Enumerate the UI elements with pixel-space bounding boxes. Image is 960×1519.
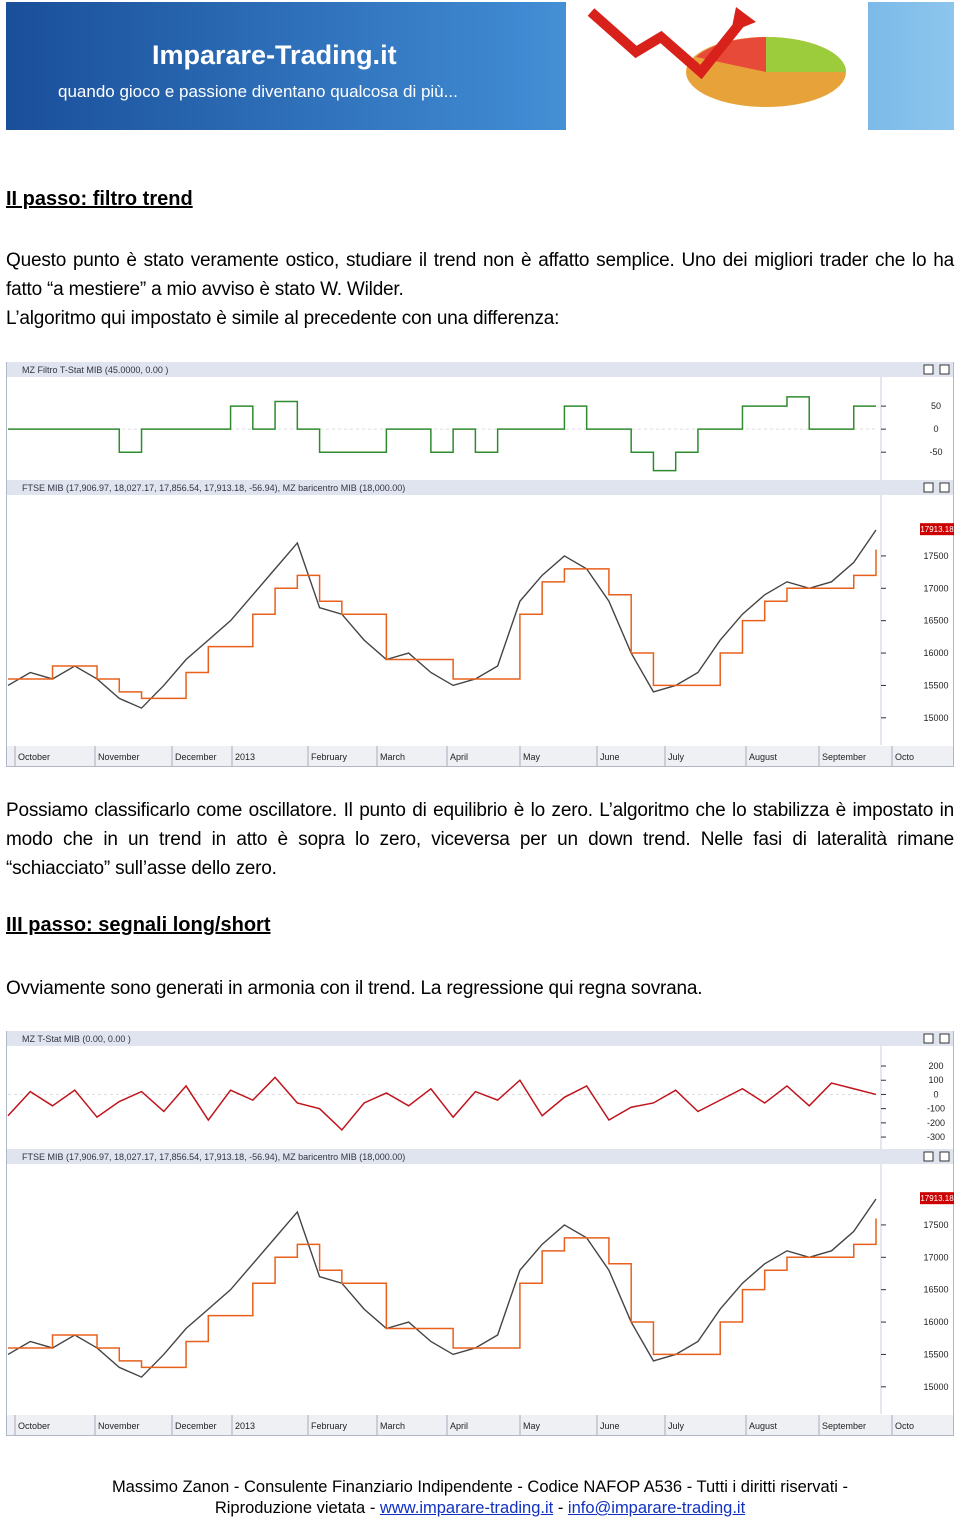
y-tick-label: -100 [927, 1104, 945, 1114]
x-tick-label: Octo [895, 752, 914, 762]
price-line [7, 1198, 877, 1378]
panel-titlebar [7, 362, 953, 377]
footer-text: - [557, 1499, 564, 1517]
panel-button [939, 1033, 950, 1044]
banner-graphic [566, 2, 868, 130]
panel-button [923, 1033, 934, 1044]
y-tick-label: 16500 [923, 1285, 948, 1295]
heading: II passo: filtro trend [6, 188, 193, 210]
x-tick-label: July [668, 1421, 685, 1431]
panel-button [939, 1151, 950, 1162]
footer-text: Riproduzione vietata - [214, 1499, 376, 1517]
paragraph: Possiamo classificarlo come oscillatore.… [6, 800, 954, 879]
x-tick-label: September [822, 1421, 866, 1431]
y-tick-label: 15000 [923, 713, 948, 723]
baricentro-line [8, 549, 877, 700]
last-price-label: 17913.18 [920, 1194, 954, 1203]
oscillator-line [8, 396, 876, 472]
x-tick-label: May [523, 752, 541, 762]
y-tick-label: 200 [928, 1061, 943, 1071]
last-price-box [920, 523, 954, 536]
y-tick-label: 16500 [923, 616, 948, 626]
x-tick-label: February [311, 1421, 348, 1431]
x-tick-label: May [523, 1421, 541, 1431]
frame [6, 1031, 954, 1436]
y-tick-label: 15500 [923, 1349, 948, 1359]
frame [6, 362, 954, 767]
y-tick-label: 15000 [923, 1382, 948, 1392]
x-tick-label: 2013 [235, 752, 255, 762]
y-tick-label: 15500 [923, 680, 948, 690]
x-tick-label: 2013 [235, 1421, 255, 1431]
baricentro-line [8, 1218, 877, 1369]
x-tick-label: August [749, 1421, 778, 1431]
y-tick-label: 17000 [923, 1252, 948, 1262]
chart-figure: MZ Filtro T-Stat MIB (45.0000, 0.00 ) 50 0… [6, 362, 954, 767]
y-tick-label: 17000 [923, 583, 948, 593]
panel-titlebar [7, 1031, 953, 1046]
site-name: Imparare-Trading.it [152, 40, 397, 70]
y-tick-label: 16000 [923, 648, 948, 658]
banner: Imparare-Trading.it quando gioco e passi… [6, 2, 954, 130]
x-tick-label: November [98, 1421, 140, 1431]
x-tick-label: April [450, 1421, 468, 1431]
y-tick-label: -50 [929, 447, 942, 457]
y-tick-label: -300 [927, 1132, 945, 1142]
x-tick-label: June [600, 1421, 620, 1431]
x-tick-label: October [18, 1421, 50, 1431]
footer-line: Massimo Zanon - Consulente Finanziario I… [111, 1478, 849, 1496]
price-line [7, 529, 877, 709]
x-tick-label: March [380, 752, 405, 762]
y-tick-label: 0 [933, 1089, 938, 1099]
footer-line: Riproduzione vietata - www.imparare-trad… [0, 1499, 960, 1518]
chart-figure: MZ T-Stat MIB (0.00, 0.00 ) 200 100 0 -100 -2… [6, 1031, 954, 1436]
panel-title: MZ T-Stat MIB (0.00, 0.00 ) [22, 1034, 131, 1044]
x-tick-label: August [749, 752, 778, 762]
tagline: quando gioco e passione diventano qualco… [58, 82, 458, 101]
paragraph: Questo punto è stato veramente ostico, s… [6, 250, 954, 300]
panel-titlebar [7, 480, 953, 495]
panel-button [923, 482, 934, 493]
panel-button [939, 364, 950, 375]
paragraph: L’algoritmo qui impostato è simile al pr… [6, 308, 560, 329]
y-tick-label: 50 [931, 401, 941, 411]
website-link[interactable]: www.imparare-trading.it [379, 1499, 554, 1517]
y-tick-label: 17500 [923, 551, 948, 561]
x-tick-label: Octo [895, 1421, 914, 1431]
panel-titlebar [7, 1149, 953, 1164]
y-tick-label: 17500 [923, 1220, 948, 1230]
time-axis [7, 1415, 953, 1435]
x-tick-label: December [175, 752, 217, 762]
x-tick-label: November [98, 752, 140, 762]
last-price-box [920, 1192, 954, 1205]
x-tick-label: April [450, 752, 468, 762]
y-tick-label: 16000 [923, 1317, 948, 1327]
last-price-label: 17913.18 [920, 525, 954, 534]
time-axis [7, 746, 953, 766]
y-tick-label: -200 [927, 1118, 945, 1128]
x-tick-label: July [668, 752, 685, 762]
heading: III passo: segnali long/short [6, 914, 271, 936]
panel-title: FTSE MIB (17,906.97, 18,027.17, 17,856.5… [22, 483, 405, 493]
x-tick-label: March [380, 1421, 405, 1431]
x-tick-label: June [600, 752, 620, 762]
panel-button [923, 1151, 934, 1162]
x-tick-label: February [311, 752, 348, 762]
y-tick-label: 100 [928, 1075, 943, 1085]
paragraph: Ovviamente sono generati in armonia con … [6, 978, 703, 999]
panel-button [939, 482, 950, 493]
email-link[interactable]: info@imparare-trading.it [567, 1499, 746, 1517]
panel-title: MZ Filtro T-Stat MIB (45.0000, 0.00 ) [22, 365, 168, 375]
x-tick-label: September [822, 752, 866, 762]
x-tick-label: December [175, 1421, 217, 1431]
x-tick-label: October [18, 752, 50, 762]
panel-title: FTSE MIB (17,906.97, 18,027.17, 17,856.5… [22, 1152, 405, 1162]
panel-button [923, 364, 934, 375]
oscillator-line [7, 1076, 877, 1132]
y-tick-label: 0 [933, 424, 938, 434]
